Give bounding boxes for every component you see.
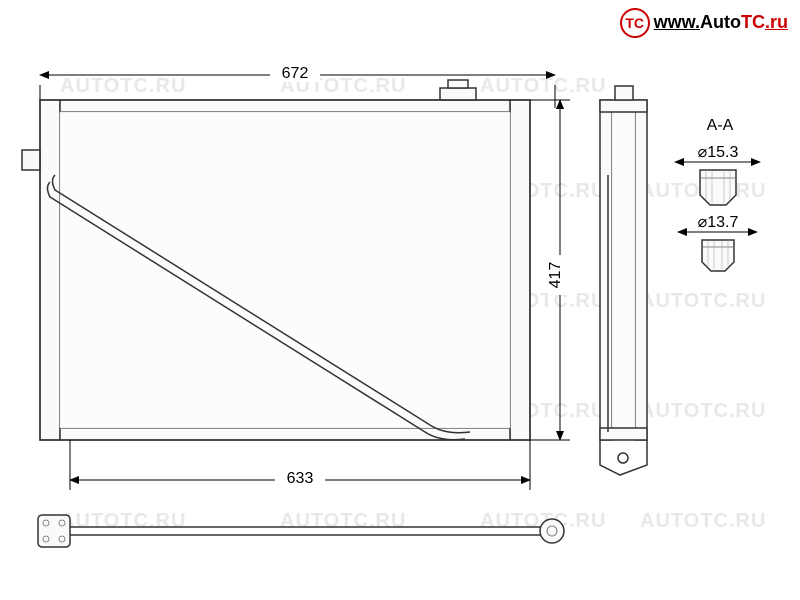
section-label: A-A bbox=[707, 117, 734, 134]
dimension-height: 417 bbox=[530, 100, 572, 440]
logo-tld: .ru bbox=[765, 12, 788, 32]
dim-top-value: 672 bbox=[282, 65, 309, 82]
site-logo: TCwww.AutoTC.ru bbox=[620, 8, 788, 38]
logo-suffix: TC bbox=[741, 12, 765, 32]
fitting1-dia: ⌀15.3 bbox=[698, 144, 739, 161]
side-view bbox=[600, 86, 647, 475]
fitting-1: ⌀15.3 bbox=[675, 144, 760, 205]
fitting-2: ⌀13.7 bbox=[678, 214, 757, 271]
technical-drawing: 672 633 417 A-A ⌀15.3 bbox=[0, 0, 800, 600]
logo-icon: TC bbox=[620, 8, 650, 38]
logo-prefix: www. bbox=[654, 12, 700, 32]
dimension-bottom-width: 633 bbox=[70, 440, 530, 490]
front-view bbox=[22, 80, 530, 440]
section-aa: A-A ⌀15.3 ⌀13.7 bbox=[675, 117, 760, 271]
dim-bottom-value: 633 bbox=[287, 470, 314, 487]
fitting2-dia: ⌀13.7 bbox=[698, 214, 739, 231]
bottom-tube-view bbox=[38, 515, 564, 547]
dim-height-value: 417 bbox=[547, 262, 564, 289]
logo-mid: Auto bbox=[700, 12, 741, 32]
